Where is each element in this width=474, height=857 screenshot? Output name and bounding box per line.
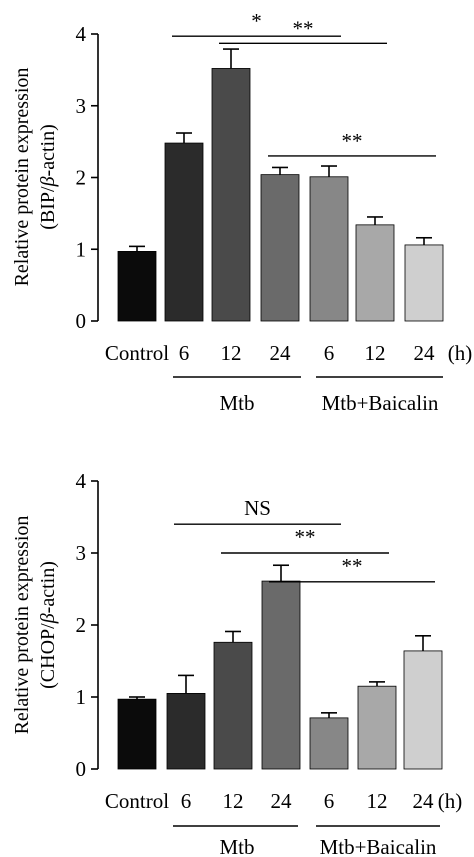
chop-category-label: 12 (223, 789, 244, 813)
chop-error-bar (321, 712, 337, 718)
chop-bar (309, 717, 349, 770)
chop-group2-label: Mtb+Baicalin (320, 835, 437, 857)
bip-category-label: 6 (324, 341, 335, 365)
bip-bar (117, 251, 157, 322)
chop-category-label: 24 (271, 789, 293, 813)
bip-bar (211, 68, 251, 322)
bip-category-label: 24 (270, 341, 292, 365)
bip-y-tick-label: 4 (76, 22, 87, 46)
chop-category-label: Control (105, 789, 169, 813)
bip-error-bar (129, 245, 145, 252)
chop-error-bar (225, 630, 241, 643)
chop-error-bar (178, 674, 194, 694)
bip-significance-label: * (251, 9, 262, 33)
bip-category-label: 24 (414, 341, 436, 365)
chop-error-bar (369, 681, 385, 687)
bip-error-bar (272, 166, 288, 175)
bip-y-tick-label: 1 (76, 237, 87, 261)
chop-ylabel-line1: Relative protein expression (11, 516, 33, 735)
bip-y-tick-label: 2 (76, 166, 87, 190)
chop-bar (261, 580, 301, 770)
chop-significance-label: ** (342, 554, 363, 578)
chop-bar (213, 641, 253, 770)
chop-unit-label: (h) (438, 789, 463, 813)
chop-category-label: 24 (413, 789, 435, 813)
chop-bar (403, 650, 443, 770)
bip-category-label: 6 (179, 341, 190, 365)
chop-error-bar (129, 696, 145, 700)
chop-y-tick-label: 1 (76, 685, 87, 709)
bip-category-label: 12 (365, 341, 386, 365)
bip-bar (309, 176, 349, 322)
chop-significance-label: NS (244, 496, 271, 520)
chop-category-label: 12 (367, 789, 388, 813)
bip-category-label: 12 (221, 341, 242, 365)
chop-error-bar (273, 564, 289, 582)
bip-y-axis-label: Relative protein expression (BIP/β-actin… (11, 68, 59, 287)
bip-chart-panel: Relative protein expression (BIP/β-actin… (11, 9, 472, 415)
chop-error-bar (415, 634, 431, 651)
chop-ylabel-line2: (CHOP/β-actin) (37, 561, 59, 689)
chop-bar (166, 693, 206, 770)
chop-y-tick-label: 4 (76, 469, 87, 493)
bip-unit-label: (h) (448, 341, 473, 365)
chop-bar (357, 685, 397, 770)
bip-bar (260, 174, 300, 322)
chop-significance-label: ** (295, 525, 316, 549)
chop-y-axis-label: Relative protein expression (CHOP/β-acti… (11, 516, 59, 735)
chop-category-label: 6 (181, 789, 192, 813)
chop-chart-panel: Relative protein expression (CHOP/β-acti… (11, 469, 462, 857)
bip-category-label: Control (105, 341, 169, 365)
bip-significance-label: ** (293, 16, 314, 40)
bip-y-tick-label: 0 (76, 309, 87, 333)
bip-significance-label: ** (342, 129, 363, 153)
bip-ylabel-line2: (BIP/β-actin) (37, 124, 59, 230)
bip-bar (404, 244, 444, 322)
chop-y-tick-label: 0 (76, 757, 87, 781)
bip-error-bar (321, 165, 337, 177)
bip-error-bar (176, 132, 192, 144)
bip-ylabel-line1: Relative protein expression (11, 68, 33, 287)
bip-error-bar (416, 236, 432, 245)
bip-bar (355, 224, 395, 322)
chop-y-tick-label: 2 (76, 613, 87, 637)
chop-y-tick-label: 3 (76, 541, 87, 565)
bip-error-bar (367, 216, 383, 225)
chop-category-label: 6 (324, 789, 335, 813)
bip-y-tick-label: 3 (76, 94, 87, 118)
chop-group1-label: Mtb (219, 835, 254, 857)
bip-bar (164, 142, 204, 322)
bip-error-bar (223, 48, 239, 69)
bip-group1-label: Mtb (219, 391, 254, 415)
bip-group2-label: Mtb+Baicalin (322, 391, 439, 415)
chop-bar (117, 698, 157, 770)
